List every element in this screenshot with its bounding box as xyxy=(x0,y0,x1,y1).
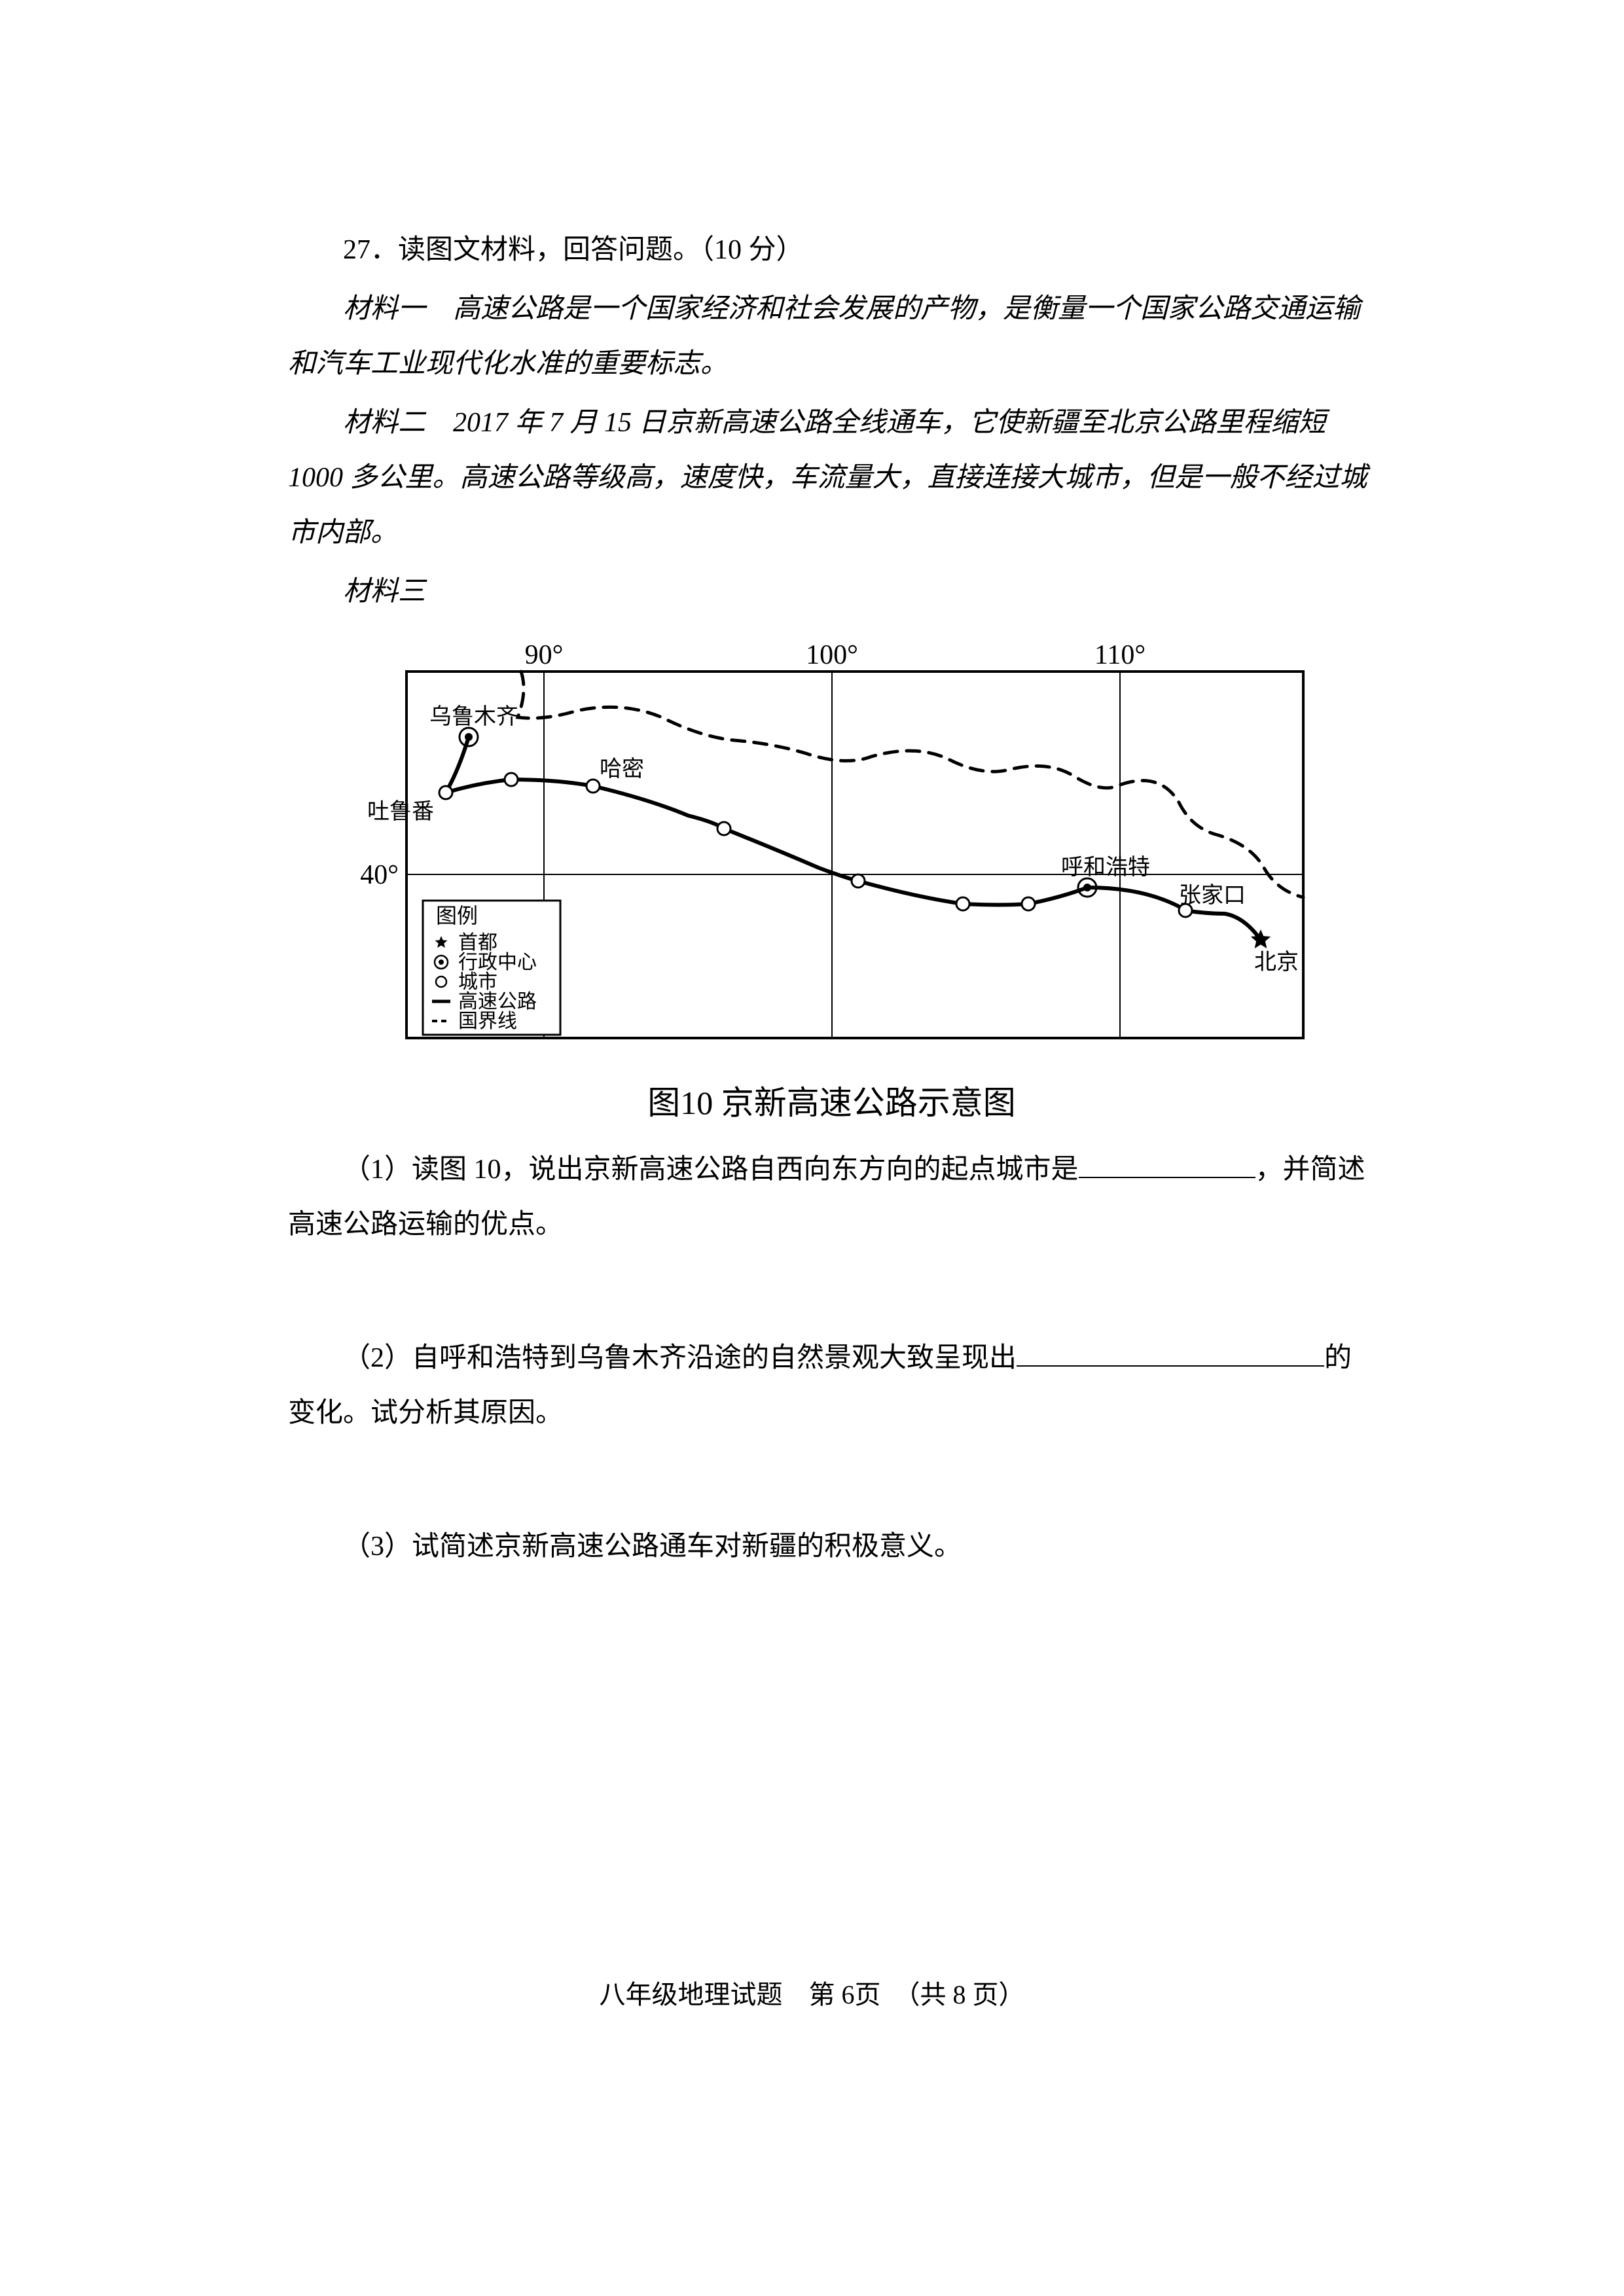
svg-text:90°: 90° xyxy=(524,640,563,670)
question-3: （3）试简述京新高速公路通车对新疆的积极意义。 xyxy=(288,1519,1375,1574)
question-2: （2）自呼和浩特到乌鲁木齐沿途的自然景观大致呈现出的变化。试分析其原因。 xyxy=(288,1331,1375,1441)
svg-text:100°: 100° xyxy=(806,640,858,670)
svg-text:110°: 110° xyxy=(1094,640,1145,670)
svg-text:首都: 首都 xyxy=(458,932,497,954)
svg-text:北京: 北京 xyxy=(1254,950,1299,975)
exam-page: 27．读图文材料，回答问题。（10 分） 材料一 高速公路是一个国家经济和社会发… xyxy=(0,0,1624,2296)
svg-text:呼和浩特: 呼和浩特 xyxy=(1061,855,1150,880)
question-header: 27．读图文材料，回答问题。（10 分） xyxy=(288,223,1375,278)
material-2: 材料二 2017 年 7 月 15 日京新高速公路全线通车，它使新疆至北京公路里… xyxy=(288,395,1375,560)
map-svg: 90° 100° 110° 40° 乌鲁木齐吐鲁番 哈密呼和浩特张家口北京 图例首都行政中心… xyxy=(348,639,1316,1058)
q1-blank xyxy=(1079,1149,1255,1178)
material-1: 材料一 高速公路是一个国家经济和社会发展的产物，是衡量一个国家公路交通运输和汽车… xyxy=(288,281,1375,391)
q1-text-a: （1）读图 10，说出京新高速公路自西向东方向的起点城市是 xyxy=(343,1155,1079,1185)
svg-text:哈密: 哈密 xyxy=(600,757,644,781)
svg-text:城市: 城市 xyxy=(458,971,497,993)
svg-text:高速公路: 高速公路 xyxy=(458,991,537,1013)
q2-blank xyxy=(1017,1338,1324,1367)
answer-space-2 xyxy=(288,1441,1375,1519)
svg-text:吐鲁番: 吐鲁番 xyxy=(367,799,434,824)
answer-space-1 xyxy=(288,1252,1375,1331)
figure-10-map: 90° 100° 110° 40° 乌鲁木齐吐鲁番 哈密呼和浩特张家口北京 图例首都行政中心… xyxy=(348,639,1316,1136)
q2-text-a: （2）自呼和浩特到乌鲁木齐沿途的自然景观大致呈现出 xyxy=(343,1343,1017,1373)
question-1: （1）读图 10，说出京新高速公路自西向东方向的起点城市是，并简述高速公路运输的… xyxy=(288,1142,1375,1252)
figure-caption: 图10 京新高速公路示意图 xyxy=(348,1070,1316,1136)
page-footer: 八年级地理试题 第 6页 （共 8 页） xyxy=(0,1969,1624,2021)
svg-text:张家口: 张家口 xyxy=(1179,883,1246,908)
material-3-label: 材料三 xyxy=(288,564,1375,619)
svg-text:图例: 图例 xyxy=(436,904,478,927)
svg-text:国界线: 国界线 xyxy=(458,1011,517,1032)
svg-text:乌鲁木齐: 乌鲁木齐 xyxy=(429,704,518,729)
svg-text:行政中心: 行政中心 xyxy=(458,952,537,973)
svg-text:40°: 40° xyxy=(360,860,399,890)
